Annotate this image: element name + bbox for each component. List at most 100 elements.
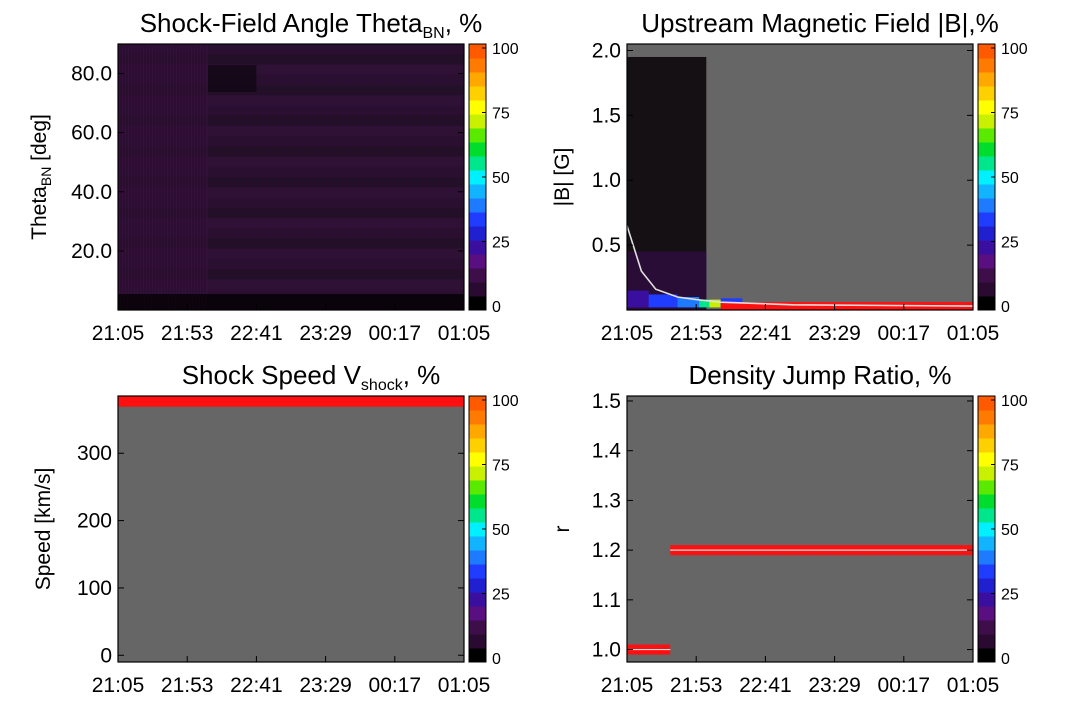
colorbar-segment [469, 142, 486, 157]
y-tick-label: 1.1 [592, 589, 621, 612]
x-tick-label: 21:05 [601, 674, 654, 697]
x-tick-label: 00:17 [369, 674, 422, 697]
y-tick-label: 1.3 [592, 489, 621, 512]
colorbar-segment [978, 466, 995, 481]
heatmap-bin [709, 299, 721, 308]
colorbar: 0 25 50 75 100 [977, 41, 1028, 316]
y-tick-label: 1.5 [592, 390, 621, 413]
plot-area [118, 396, 464, 662]
colorbar-tick-label: 75 [492, 458, 510, 475]
y-tick-label: 200 [77, 510, 112, 533]
colorbar-segment [978, 648, 995, 663]
y-tick-label: 1.4 [592, 440, 622, 463]
y-tick-label: 80.0 [71, 63, 112, 86]
y-axis-label: r [551, 526, 574, 533]
colorbar-tick-label: 25 [1001, 587, 1019, 604]
x-tick-label: 21:05 [601, 322, 654, 345]
x-tick-label: 22:41 [230, 674, 283, 697]
y-tick-label: 300 [77, 442, 112, 465]
heatmap-background [118, 396, 464, 662]
chart-title: Upstream Magnetic Field |B|,% [641, 8, 998, 38]
heatmap-region [118, 294, 464, 310]
x-tick-label: 22:41 [739, 322, 792, 345]
heatmap-band [118, 125, 464, 138]
heatmap-band [118, 279, 464, 291]
plot-frame [626, 43, 974, 311]
panel-speed: 0 100 200 300 21:05 21:53 22:41 23:29 00:17 01:05… [32, 360, 519, 697]
heatmap-band [118, 44, 464, 56]
colorbar-segment [978, 480, 995, 495]
colorbar-tick-label: 100 [492, 41, 519, 58]
plot-area [627, 44, 973, 310]
colorbar-segment [469, 212, 486, 227]
colorbar-tick-label: 0 [492, 299, 501, 316]
plot-frame [117, 43, 465, 311]
colorbar-segment [978, 240, 995, 255]
colorbar-tick-label: 0 [1001, 651, 1010, 668]
colorbar-segment [469, 114, 486, 129]
x-tick-label: 21:53 [161, 674, 214, 697]
x-tick-label: 22:41 [739, 674, 792, 697]
colorbar-segment [469, 44, 486, 59]
colorbar-tick-label: 50 [492, 522, 510, 539]
colorbar-segment [469, 198, 486, 213]
colorbar-segment [978, 72, 995, 87]
y-tick-label: 0 [100, 644, 112, 667]
colorbar-segment [978, 410, 995, 425]
colorbar-segment [469, 100, 486, 115]
colorbar-segment [978, 634, 995, 649]
colorbar-tick-label: 75 [492, 106, 510, 123]
colorbar-segment [978, 86, 995, 101]
colorbar-segment [469, 536, 486, 551]
panel-bfield: 0.5 1.0 1.5 2.0 21:05 21:53 22:41 23:29 00:17 01:… [551, 8, 1028, 345]
y-axis-label: ThetaBN [deg] [28, 114, 54, 240]
colorbar-segment [978, 396, 995, 411]
chart-title: Shock-Field Angle ThetaBN, % [140, 8, 483, 42]
heatmap-band [118, 95, 464, 107]
colorbar-tick-label: 0 [492, 651, 501, 668]
colorbar-segment [978, 296, 995, 311]
y-tick-label: 20.0 [71, 240, 112, 263]
colorbar-segment [469, 508, 486, 523]
heatmap-band [118, 166, 464, 178]
colorbar-segment [978, 550, 995, 565]
colorbar-segment [469, 452, 486, 467]
heatmap-band [118, 54, 464, 66]
heatmap-band [118, 115, 464, 127]
x-tick-label: 21:05 [92, 322, 145, 345]
heatmap-band [118, 187, 464, 199]
heatmap-band [118, 238, 464, 250]
colorbar-segment [469, 282, 486, 297]
plot-area [627, 396, 973, 662]
plot-frame [117, 395, 465, 663]
y-tick-label: 0.5 [592, 234, 621, 257]
heatmap-region [207, 65, 257, 92]
colorbar-segment [469, 268, 486, 283]
colorbar-segment [469, 296, 486, 311]
colorbar-segment [469, 494, 486, 509]
chart-title: Shock Speed Vshock, % [182, 360, 441, 394]
x-tick-label: 21:05 [92, 674, 145, 697]
y-tick-label: 1.5 [592, 104, 621, 127]
colorbar-segment [469, 254, 486, 269]
colorbar-segment [469, 578, 486, 593]
colorbar-segment [469, 606, 486, 621]
colorbar-segment [978, 438, 995, 453]
colorbar-segment [978, 494, 995, 509]
x-tick-label: 23:29 [808, 322, 861, 345]
plot-area [118, 44, 464, 310]
y-tick-label: 60.0 [71, 122, 112, 145]
y-tick-label: 40.0 [71, 181, 112, 204]
colorbar-segment [469, 480, 486, 495]
colorbar-tick-label: 25 [492, 235, 510, 252]
colorbar-segment [469, 424, 486, 439]
colorbar-segment [978, 578, 995, 593]
colorbar-segment [469, 170, 486, 185]
colorbar-segment [978, 522, 995, 537]
colorbar-segment [978, 58, 995, 73]
heatmap-band [118, 156, 464, 168]
x-tick-label: 21:53 [670, 322, 723, 345]
plot-frame [626, 395, 974, 663]
x-tick-label: 21:53 [670, 674, 723, 697]
colorbar-segment [978, 606, 995, 621]
